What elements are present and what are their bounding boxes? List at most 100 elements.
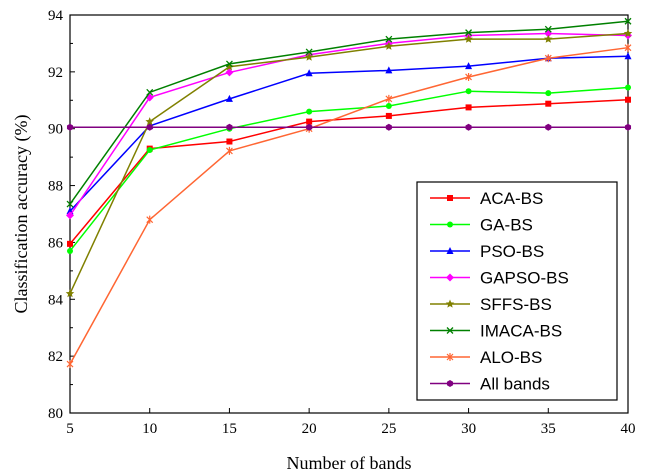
legend-swatch-marker xyxy=(446,273,454,282)
legend-swatch-marker xyxy=(446,353,454,361)
y-tick-label: 90 xyxy=(48,122,63,138)
series-line xyxy=(69,32,629,216)
data-point xyxy=(545,90,552,97)
data-point xyxy=(66,200,74,208)
y-tick-label: 88 xyxy=(48,179,63,195)
data-point xyxy=(544,54,552,63)
data-point xyxy=(384,41,394,50)
data-point xyxy=(465,88,472,95)
data-point xyxy=(385,94,393,103)
y-tick-label: 80 xyxy=(48,406,63,422)
legend-label: All bands xyxy=(480,375,550,394)
y-axis-title: Classification accuracy (%) xyxy=(11,115,32,314)
data-point xyxy=(226,138,233,145)
legend-item: PSO-BS xyxy=(430,242,544,261)
data-point xyxy=(306,123,313,131)
data-point xyxy=(545,123,552,131)
y-tick-label: 94 xyxy=(48,8,64,24)
data-point xyxy=(625,84,631,91)
data-point xyxy=(225,62,234,71)
series-line xyxy=(69,32,629,294)
data-point xyxy=(385,66,393,74)
data-point xyxy=(465,72,472,81)
x-tick-label: 25 xyxy=(381,421,396,437)
series-line xyxy=(69,20,629,205)
y-tick-label: 84 xyxy=(48,292,64,308)
data-point xyxy=(305,69,313,77)
data-point xyxy=(385,35,393,43)
data-point xyxy=(65,289,75,298)
data-point xyxy=(624,52,632,60)
legend-item: ALO-BS xyxy=(430,348,542,367)
series-4 xyxy=(65,28,633,298)
data-point xyxy=(305,48,313,56)
data-point xyxy=(146,123,153,131)
legend: ACA-BS GA-BS PSO-BS GAPSO-BS SFFS-BS IMACA-BS… xyxy=(416,181,618,401)
legend-item: GA-BS xyxy=(430,216,533,235)
legend-item: ACA-BS xyxy=(430,189,543,208)
y-tick-label: 86 xyxy=(48,235,64,251)
data-point xyxy=(67,247,73,254)
legend-swatch-marker xyxy=(446,380,454,387)
series-line xyxy=(69,46,629,365)
legend-label: ACA-BS xyxy=(480,189,543,208)
legend-item: IMACA-BS xyxy=(430,322,562,341)
x-tick-label: 15 xyxy=(222,421,237,437)
x-tick-label: 30 xyxy=(461,421,476,437)
legend-swatch-marker xyxy=(447,221,453,228)
legend-swatch-marker xyxy=(446,327,454,334)
data-point xyxy=(146,88,154,96)
data-point xyxy=(465,123,472,131)
data-point xyxy=(464,34,473,43)
data-point xyxy=(67,240,73,247)
legend-box xyxy=(416,181,618,401)
series-1 xyxy=(67,84,631,254)
series-7 xyxy=(66,123,632,131)
data-point xyxy=(385,112,392,119)
data-point xyxy=(624,43,632,52)
series-line xyxy=(69,55,629,212)
x-tick-label: 35 xyxy=(541,421,556,437)
data-point xyxy=(66,123,74,131)
series-line xyxy=(69,86,629,252)
data-point xyxy=(226,123,233,131)
data-point xyxy=(306,118,313,125)
legend-swatch-marker xyxy=(446,247,454,254)
x-tick-label: 40 xyxy=(621,421,636,437)
data-point xyxy=(385,102,392,109)
data-point xyxy=(304,52,314,61)
legend-label: GA-BS xyxy=(480,216,533,235)
legend-label: GAPSO-BS xyxy=(480,269,569,288)
data-point xyxy=(225,94,233,102)
data-point xyxy=(66,360,74,369)
y-tick-label: 82 xyxy=(48,349,63,365)
y-tick-label: 92 xyxy=(48,65,63,81)
data-point xyxy=(306,108,313,115)
ticks-layer: 5 10 15 20 25 30 35 40 80 82 84 86 88 90 92 94 xyxy=(48,8,636,437)
data-point xyxy=(624,123,632,131)
data-point xyxy=(544,25,552,33)
data-point xyxy=(66,211,74,220)
legend-item: All bands xyxy=(430,375,550,394)
series-5 xyxy=(66,17,632,208)
data-point xyxy=(145,117,154,126)
data-point xyxy=(544,29,553,38)
legend-label: ALO-BS xyxy=(480,348,542,367)
legend-label: IMACA-BS xyxy=(480,322,562,341)
legend-label: PSO-BS xyxy=(480,242,544,261)
series-6 xyxy=(66,43,632,369)
data-point xyxy=(624,17,632,25)
x-tick-label: 5 xyxy=(66,421,74,437)
legend-swatch-marker xyxy=(447,195,453,201)
data-point xyxy=(465,62,473,70)
legend-item: GAPSO-BS xyxy=(430,269,569,288)
series-line xyxy=(69,98,629,245)
legend-label: SFFS-BS xyxy=(480,295,552,314)
data-point xyxy=(146,215,154,224)
data-point xyxy=(226,146,233,155)
data-point xyxy=(625,96,631,103)
x-axis-title: Number of bands xyxy=(287,453,412,473)
data-point xyxy=(385,123,392,131)
